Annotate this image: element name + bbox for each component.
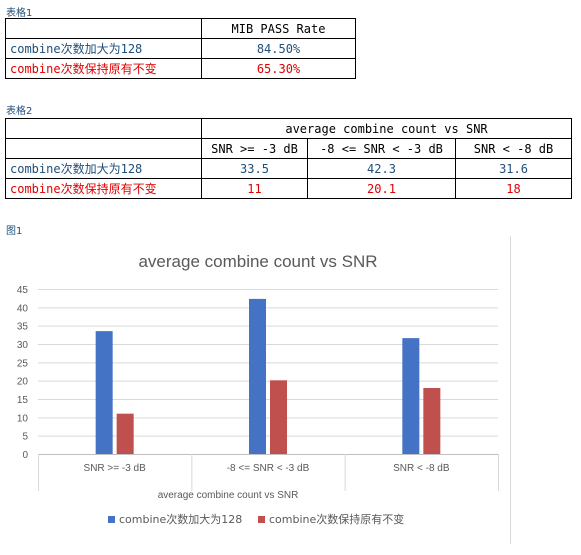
bar-chart: average combine count vs SNR 0 5 10 15 20 25 3… [8,236,511,544]
table2-cell: 11 [201,178,308,199]
table2-row: combine次数加大为128 33.5 42.3 31.6 [5,158,573,179]
table2-cell: 33.5 [201,158,308,179]
legend-label: combine次数加大为128 [119,512,242,526]
figure-caption: 图1 [6,226,23,237]
table2-group-header-row: average combine count vs SNR [5,118,573,139]
table2-row-label: combine次数保持原有不变 [5,178,202,199]
table2-column-header: SNR >= -3 dB [201,138,308,159]
table1-header: MIB PASS Rate [201,18,356,39]
table2-column-header-row: SNR >= -3 dB -8 <= SNR < -3 dB SNR < -8 … [5,138,573,159]
table1-row-value: 84.50% [201,38,356,59]
table1-corner-cell [5,18,202,39]
table1-header-row: MIB PASS Rate [5,18,356,39]
table1-row-label: combine次数保持原有不变 [5,58,202,79]
bar [249,298,266,454]
chart-legend: combine次数加大为128 combine次数保持原有不变 [108,512,404,526]
y-tick-label: 5 [22,432,28,443]
table1: MIB PASS Rate combine次数加大为128 84.50% com… [5,18,356,79]
table1-row-label: combine次数加大为128 [5,38,202,59]
y-tick-label: 40 [17,303,29,314]
table2-cell: 18 [454,178,573,199]
table2-cell: 20.1 [307,178,456,199]
bar [116,413,134,454]
y-tick-label: 45 [17,285,29,296]
table2: average combine count vs SNR SNR >= -3 d… [5,118,573,199]
bar [270,380,287,454]
table2-corner-cell [5,138,202,159]
y-tick-label: 30 [17,340,29,351]
x-tick-label: -8 <= SNR < -3 dB [227,463,310,474]
table2-corner-cell [5,118,202,139]
table2-row: combine次数保持原有不变 11 20.1 18 [5,178,573,199]
table1-caption: 表格1 [6,8,33,19]
table2-group-header: average combine count vs SNR [200,118,573,139]
chart-bars [95,298,441,454]
table2-caption: 表格2 [6,106,33,117]
table2-cell: 31.6 [454,158,573,179]
x-axis-title: average combine count vs SNR [158,490,299,501]
table2-cell: 42.3 [307,158,456,179]
y-tick-label: 35 [17,322,29,333]
x-axis-ticks: SNR >= -3 dB -8 <= SNR < -3 dB SNR < -8 dB [38,454,499,491]
chart-gridlines [38,289,498,455]
table1-row-value: 65.30% [201,58,356,79]
legend-label: combine次数保持原有不变 [269,512,404,526]
table1-row: combine次数保持原有不变 65.30% [5,58,356,79]
table1-row: combine次数加大为128 84.50% [5,38,356,59]
table2-column-header: SNR < -8 dB [454,138,573,159]
x-tick-label: SNR >= -3 dB [84,463,147,474]
table2-column-header: -8 <= SNR < -3 dB [307,138,456,159]
y-tick-label: 25 [17,358,29,369]
bar [402,338,420,454]
legend-swatch [108,516,115,523]
chart-title: average combine count vs SNR [138,252,377,271]
y-tick-label: 15 [17,395,29,406]
y-tick-label: 20 [17,377,29,388]
legend-swatch [258,516,265,523]
y-tick-label: 10 [17,413,29,424]
y-tick-label: 0 [22,450,28,461]
x-tick-label: SNR < -8 dB [393,463,450,474]
bar [95,331,113,454]
y-axis-ticks: 0 5 10 15 20 25 30 35 40 45 [17,285,29,461]
table2-row-label: combine次数加大为128 [5,158,202,179]
bar [423,388,441,454]
